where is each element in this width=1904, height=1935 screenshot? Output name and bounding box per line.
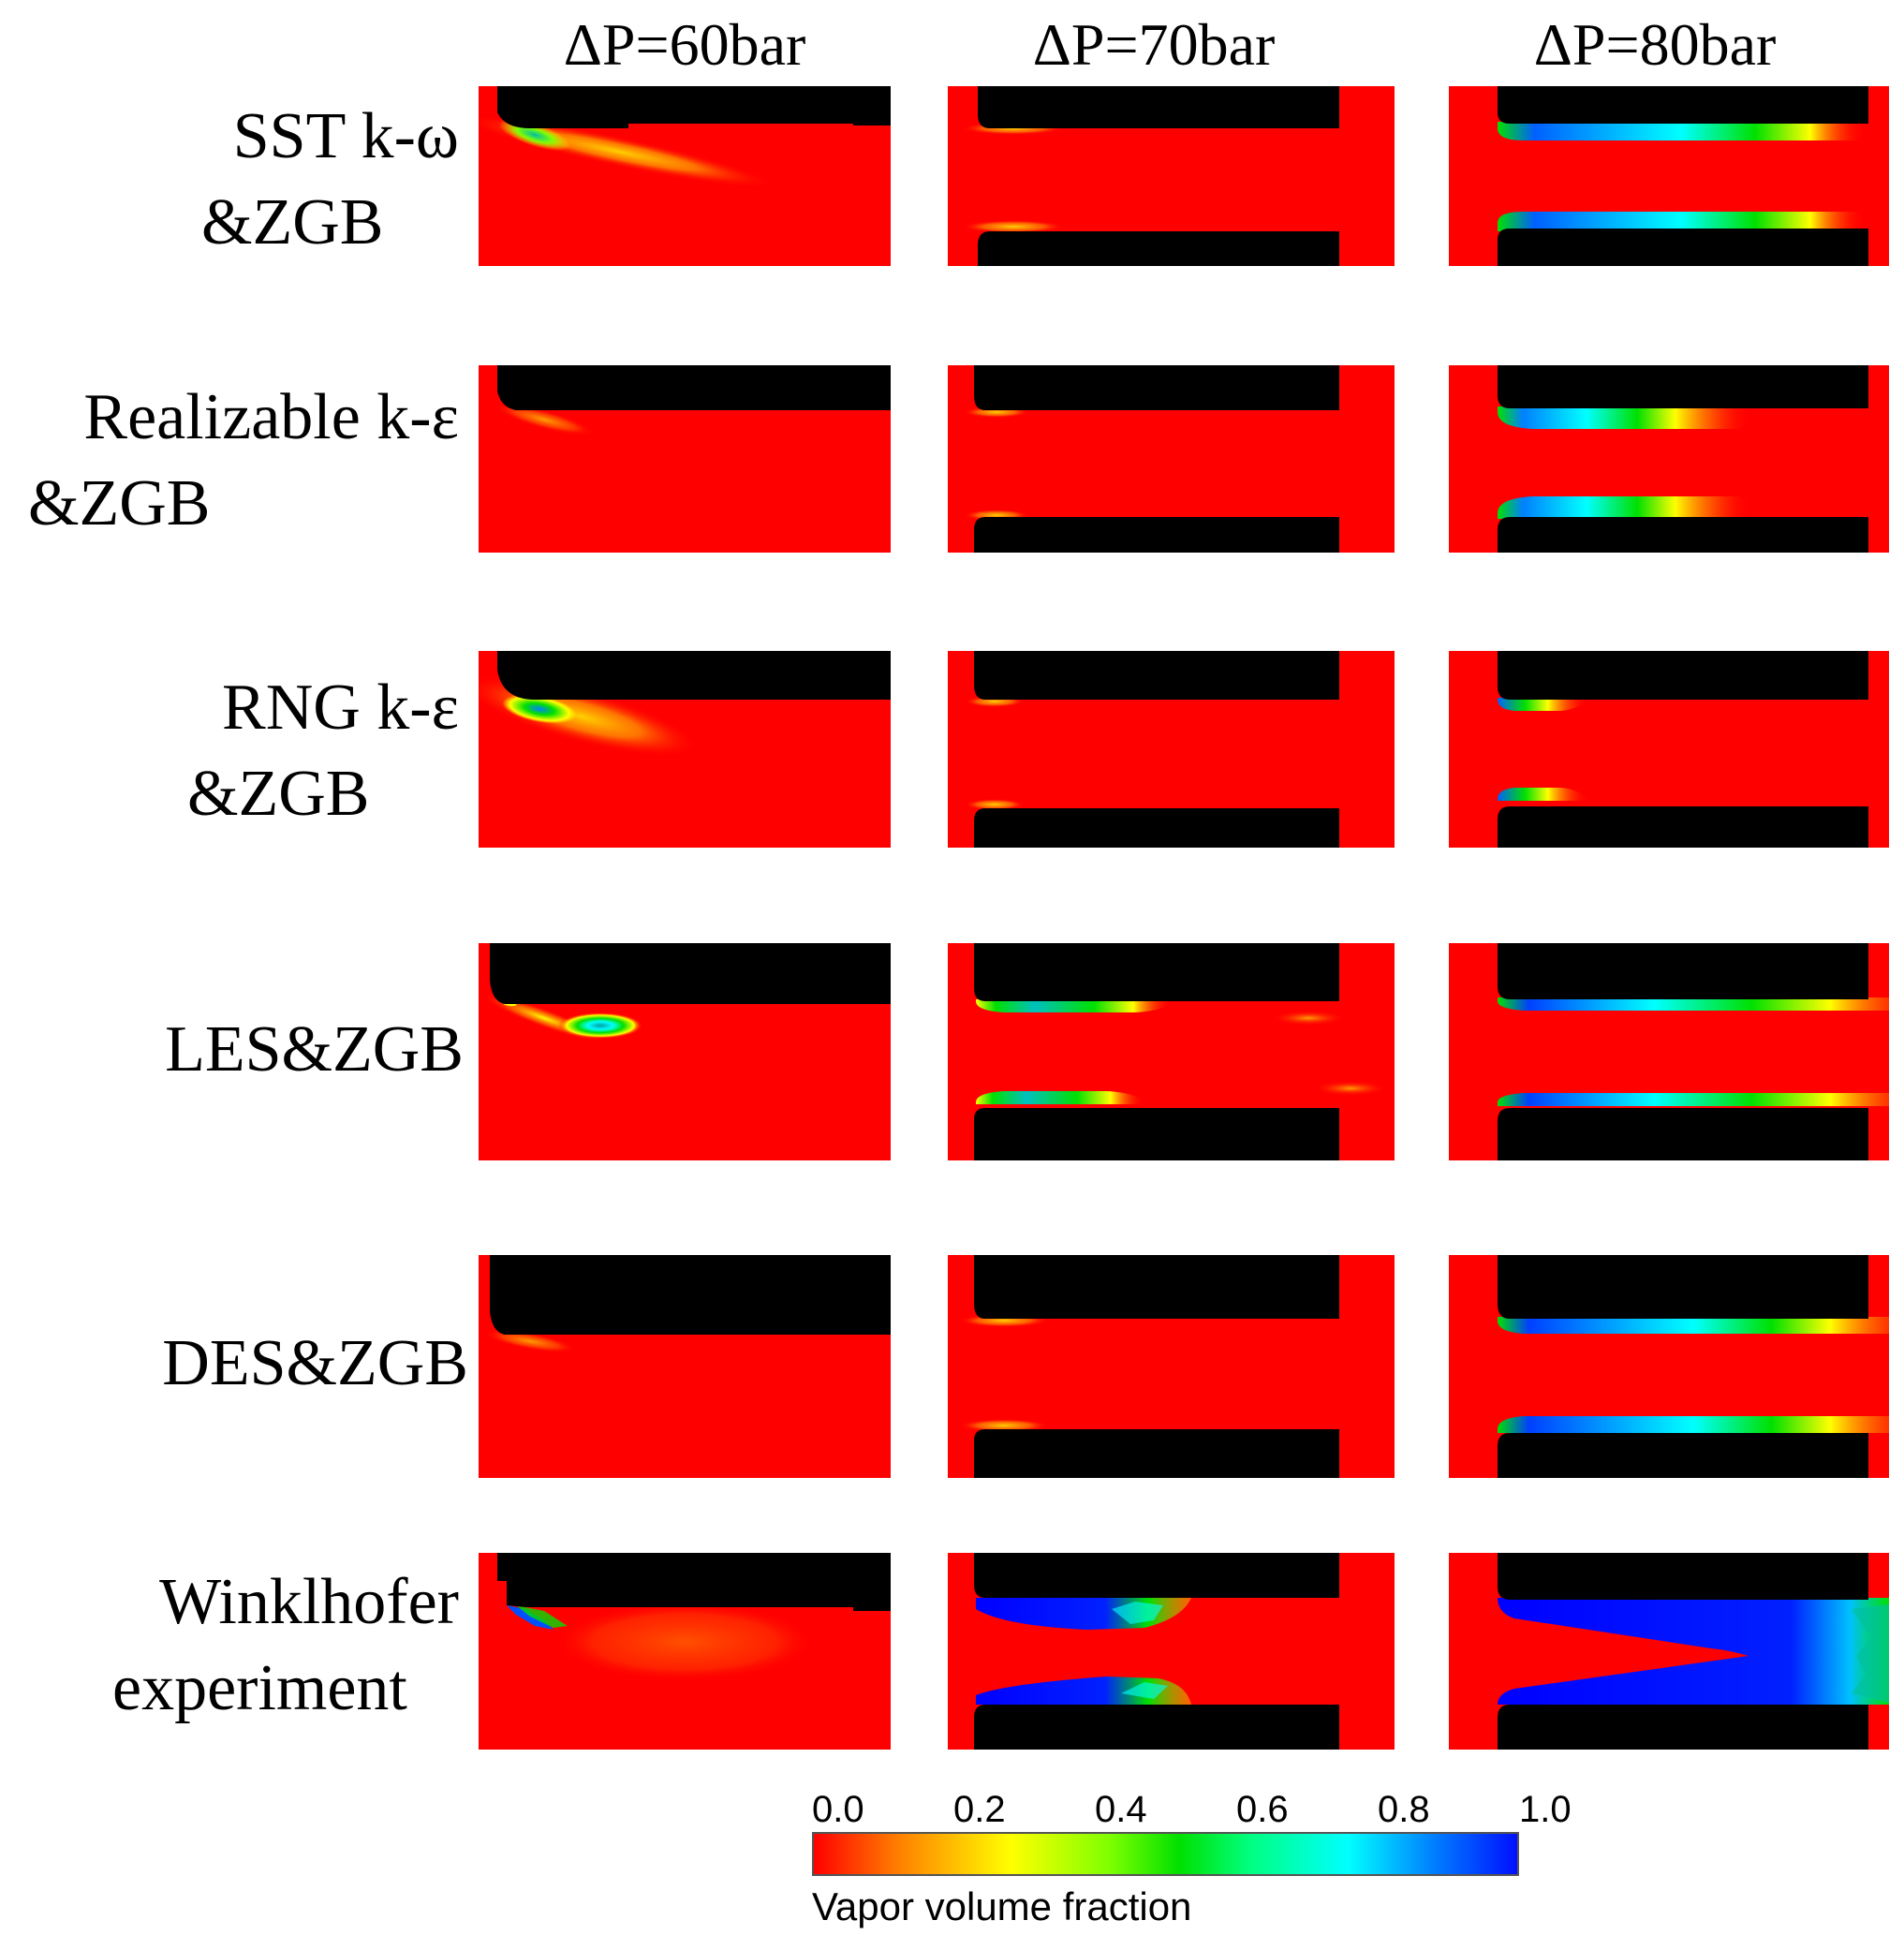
contour-sst-60bar xyxy=(479,86,891,266)
colorbar-title: Vapor volume fraction xyxy=(812,1884,1192,1928)
row-label-line2: &ZGB xyxy=(28,467,211,539)
column-header-60bar: ΔP=60bar xyxy=(563,11,806,78)
contour-rng-80bar xyxy=(1449,651,1889,848)
row-label-line1: SST k-ω xyxy=(232,100,459,172)
contour-winklhofer-70bar xyxy=(948,1553,1395,1750)
row-label-line1: DES&ZGB xyxy=(162,1327,468,1399)
contour-les-80bar xyxy=(1449,943,1889,1160)
contour-des-80bar xyxy=(1449,1255,1889,1478)
contour-winklhofer-80bar xyxy=(1449,1553,1889,1750)
contour-des-70bar xyxy=(948,1255,1395,1478)
legend-tick-label: 1.0 xyxy=(1519,1789,1572,1830)
row-label-realizable: Realizable k-ε &ZGB xyxy=(0,375,459,547)
legend-tick-label: 0.8 xyxy=(1378,1789,1430,1830)
row-label-les: LES&ZGB xyxy=(0,1007,464,1093)
row-label-line1: Winklhofer xyxy=(159,1566,459,1638)
column-header-80bar: ΔP=80bar xyxy=(1533,11,1777,78)
contour-realizable-60bar xyxy=(479,365,891,553)
contour-sst-70bar xyxy=(948,86,1395,266)
row-label-line2: &ZGB xyxy=(187,758,370,830)
contour-winklhofer-60bar xyxy=(479,1553,891,1750)
row-label-line2: &ZGB xyxy=(201,186,384,258)
contour-des-60bar xyxy=(479,1255,891,1478)
row-label-rng: RNG k-ε &ZGB xyxy=(0,665,459,837)
row-label-winklhofer: Winklhofer experiment xyxy=(0,1559,459,1732)
contour-realizable-80bar xyxy=(1449,365,1889,553)
row-label-line1: LES&ZGB xyxy=(165,1013,464,1086)
row-label-line1: Realizable k-ε xyxy=(83,381,459,453)
row-label-des: DES&ZGB xyxy=(0,1321,468,1407)
contour-rng-70bar xyxy=(948,651,1395,848)
legend-tick-label: 0.0 xyxy=(812,1789,864,1830)
legend-tick-label: 0.4 xyxy=(1095,1789,1147,1830)
colorbar xyxy=(812,1832,1519,1876)
legend-tick-label: 0.2 xyxy=(953,1789,1006,1830)
contour-les-60bar xyxy=(479,943,891,1160)
contour-les-70bar xyxy=(948,943,1395,1160)
contour-sst-80bar xyxy=(1449,86,1889,266)
contour-realizable-70bar xyxy=(948,365,1395,553)
column-header-70bar: ΔP=70bar xyxy=(1032,11,1276,78)
legend-tick-label: 0.6 xyxy=(1236,1789,1289,1830)
row-label-line1: RNG k-ε xyxy=(222,672,459,744)
row-label-line2: experiment xyxy=(112,1652,407,1724)
contour-rng-60bar xyxy=(479,651,891,848)
row-label-sst: SST k-ω &ZGB xyxy=(0,94,459,266)
